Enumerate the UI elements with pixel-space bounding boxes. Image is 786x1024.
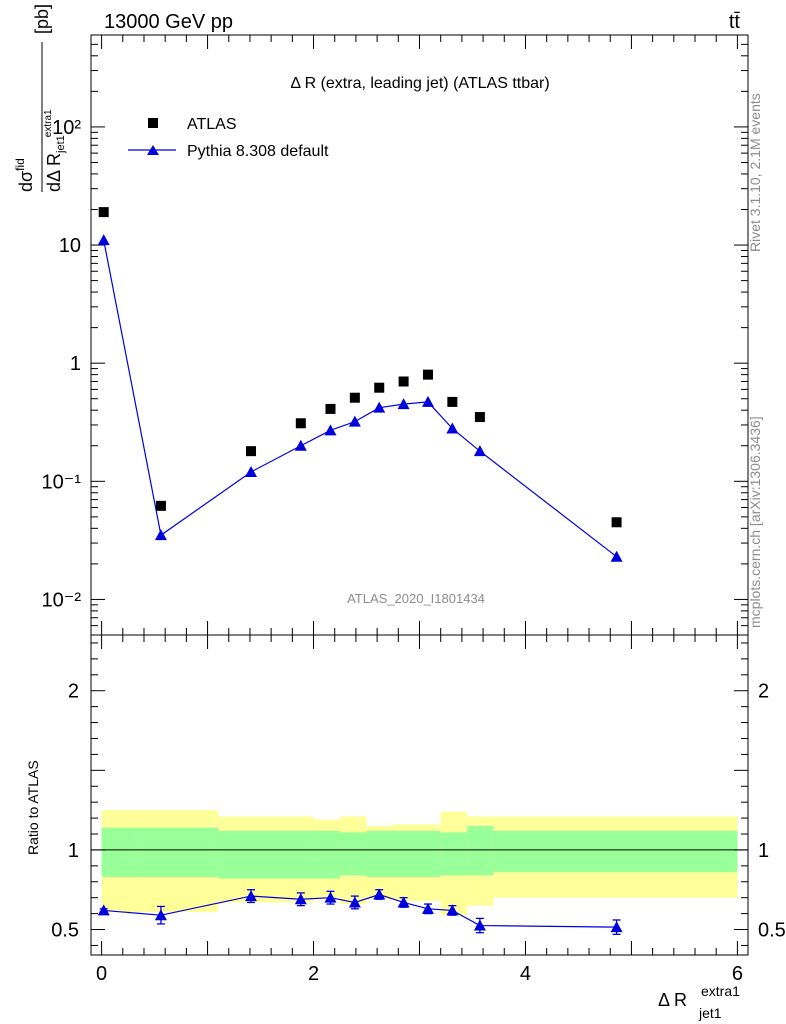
ratio-uncertainty-bands (101, 810, 738, 916)
inner-band-segment (101, 827, 134, 877)
inner-band-segment (393, 830, 441, 877)
ratio-point (473, 919, 486, 931)
x-label-superscript: extra1 (701, 983, 740, 999)
y-tick-label: 10⁻¹ (42, 471, 82, 493)
ratio-y-axis-label: Ratio to ATLAS (25, 760, 41, 855)
ratio-y-tick-label: 1 (68, 840, 79, 862)
ratio-y-tick-label: 0.5 (51, 920, 79, 942)
ratio-point (348, 896, 361, 908)
x-label-main: Δ R (658, 990, 687, 1010)
atlas-point (349, 392, 360, 403)
y-tick-label: 1 (70, 353, 81, 375)
y-label-unit: [pb] (32, 4, 52, 34)
atlas-point (155, 500, 166, 511)
header-left: 13000 GeV pp (104, 11, 233, 33)
atlas-point (611, 517, 622, 528)
y-tick-label: 10 (59, 235, 81, 257)
pythia-point (446, 422, 459, 434)
pythia-point (245, 465, 258, 477)
rivet-info: Rivet 3.1.10, 2.1M events (747, 93, 763, 252)
ratio-point (154, 909, 167, 921)
ratio-y-tick-label-right: 2 (758, 681, 769, 703)
analysis-watermark: ATLAS_2020_I1801434 (347, 591, 485, 606)
ratio-points (97, 888, 623, 935)
atlas-data-points (98, 207, 622, 528)
pythia-point (421, 395, 434, 407)
atlas-point (325, 403, 336, 414)
atlas-point (422, 369, 433, 380)
atlas-point (246, 446, 257, 457)
inner-band-segment (440, 832, 468, 876)
atlas-point (295, 418, 306, 429)
inner-band-segment (467, 826, 494, 876)
chart-title: Δ R (extra, leading jet) (ATLAS ttbar) (290, 75, 549, 92)
main-y-axis-label: dσfid dΔ Rjet1extra1 [pb] (13, 4, 67, 192)
inner-band-segment (133, 827, 219, 877)
pythia-point (610, 550, 623, 562)
pythia-point (294, 439, 307, 451)
ratio-point (245, 890, 258, 902)
ratio-point (421, 902, 434, 914)
pythia-point (324, 424, 337, 436)
atlas-point (98, 207, 109, 218)
y-label-numerator: dσfid (13, 158, 36, 192)
atlas-point (447, 396, 458, 407)
inner-band-segment (313, 830, 341, 879)
pythia-point (473, 445, 486, 457)
pythia-point (97, 234, 110, 246)
x-tick-label: 6 (732, 963, 743, 985)
pythia-point (154, 529, 167, 541)
atlas-point (398, 376, 409, 387)
inner-band-segment (493, 830, 738, 873)
y-tick-label: 10⁻² (42, 589, 82, 611)
legend-atlas-marker (148, 118, 158, 128)
ratio-y-tick-label-right: 1 (758, 840, 769, 862)
pythia-point (373, 401, 386, 413)
atlas-point (474, 412, 485, 423)
x-tick-label: 4 (520, 963, 531, 985)
ratio-y-tick-label-right: 0.5 (758, 920, 786, 942)
pythia-point (348, 415, 361, 427)
ratio-point (97, 904, 110, 916)
x-label-subscript: jet1 (698, 1005, 722, 1021)
mcplots-info: mcplots.cern.ch [arXiv:1306.3436] (747, 416, 763, 628)
ratio-point (373, 888, 386, 900)
ratio-point (446, 904, 459, 916)
axis-tick-labels: 0 2 4 6 10⁻² 10⁻¹ 1 10 10² 0.5 0.5 1 1 2 2 (42, 117, 786, 985)
pythia-line (103, 240, 617, 558)
x-tick-label: 0 (96, 963, 107, 985)
x-tick-label: 2 (308, 963, 319, 985)
pythia-point (397, 398, 410, 410)
legend-atlas-label: ATLAS (187, 116, 237, 133)
inner-band-segment (340, 832, 367, 876)
x-axis-label: Δ R extra1 jet1 (658, 983, 740, 1021)
pythia-points (97, 234, 623, 562)
atlas-point (374, 382, 385, 393)
legend-pythia-label: Pythia 8.308 default (187, 143, 329, 160)
legend-pythia-marker (147, 145, 159, 155)
inner-band-segment (218, 830, 314, 879)
ratio-point (324, 891, 337, 903)
ratio-point (397, 896, 410, 908)
inner-band-segment (366, 830, 394, 877)
axis-ticks (91, 34, 748, 955)
y-tick-label: 10² (52, 117, 81, 139)
header-right: tt̄ (729, 11, 741, 33)
ratio-point (294, 893, 307, 905)
ratio-y-tick-label: 2 (68, 681, 79, 703)
ratio-point (610, 921, 623, 933)
